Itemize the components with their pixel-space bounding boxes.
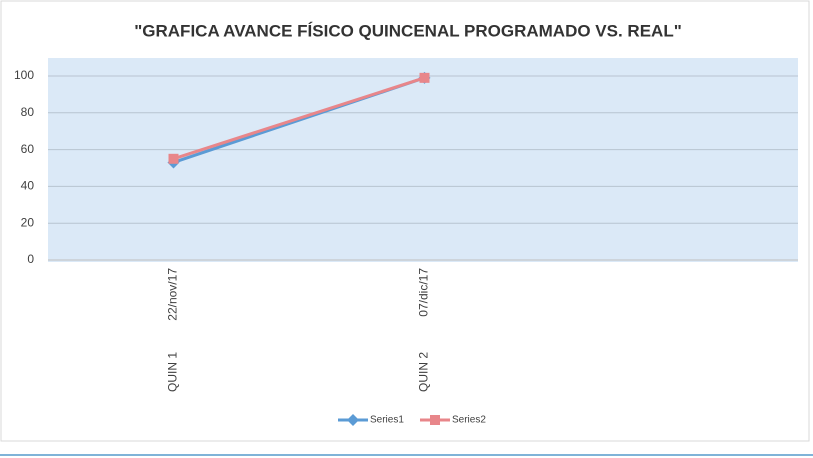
legend-marker: [430, 415, 440, 425]
legend-label: Series1: [370, 415, 404, 426]
y-tick-label: 0: [27, 252, 34, 266]
y-tick-label: 100: [14, 68, 34, 82]
y-tick-label: 80: [21, 105, 35, 119]
plot-area: [48, 58, 798, 262]
x-tick-label: QUIN 1: [166, 352, 180, 392]
legend-label: Series2: [452, 415, 486, 426]
y-tick-label: 60: [21, 142, 35, 156]
y-tick-label: 40: [21, 179, 35, 193]
y-tick-label: 20: [21, 215, 35, 229]
point: [168, 153, 179, 164]
point: [419, 72, 430, 83]
series-line: [173, 76, 425, 161]
legend-marker: [347, 414, 359, 426]
x-tick-label: 07/dic/17: [417, 268, 431, 317]
x-tick-label: 22/nov/17: [166, 268, 180, 321]
x-tick-label: QUIN 2: [417, 352, 431, 392]
chart-title: "GRAFICA AVANCE FÍSICO QUINCENAL PROGRAM…: [134, 21, 682, 40]
